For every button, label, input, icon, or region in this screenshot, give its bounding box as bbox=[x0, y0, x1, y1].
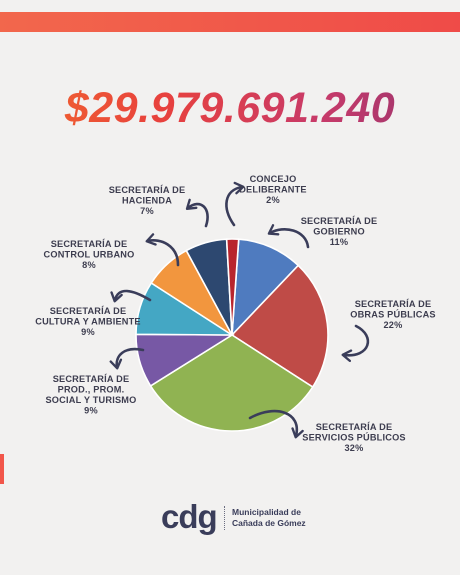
slice-label-line: 2% bbox=[266, 195, 280, 205]
budget-total: $29.979.691.240 bbox=[0, 84, 460, 133]
slice-label-1: SECRETARÍA DE OBRAS PÚBLICAS 22% bbox=[350, 298, 436, 330]
left-accent-mark bbox=[0, 454, 4, 484]
footer: cdg Municipalidad de Cañada de Gómez bbox=[0, 498, 460, 538]
slice-label-line: GOBIERNO bbox=[313, 227, 365, 237]
label-arrow-0 bbox=[267, 224, 310, 249]
label-arrow-5 bbox=[145, 233, 180, 267]
slice-label-line: 7% bbox=[140, 206, 154, 216]
label-arrow-6 bbox=[185, 198, 209, 228]
municipality-line-1: Municipalidad de bbox=[232, 507, 301, 517]
pie-slice-1 bbox=[230, 264, 329, 389]
label-arrow-3 bbox=[109, 347, 145, 370]
label-arrow-2 bbox=[248, 409, 304, 439]
slice-label-line: SERVICIOS PÚBLICOS bbox=[302, 432, 406, 443]
slice-label-line: CONCEJO bbox=[250, 174, 297, 184]
municipality-name: Municipalidad de Cañada de Gómez bbox=[232, 507, 306, 529]
slice-label-line: 32% bbox=[345, 443, 364, 453]
slice-label-line: 22% bbox=[384, 320, 403, 330]
slice-label-line: DELIBERANTE bbox=[239, 185, 307, 195]
pie-slice-2 bbox=[149, 334, 314, 432]
slice-label-2: SECRETARÍA DE SERVICIOS PÚBLICOS 32% bbox=[302, 421, 406, 453]
slice-label-line: PROD., PROM. bbox=[58, 385, 125, 395]
municipality-line-2: Cañada de Gómez bbox=[232, 518, 306, 528]
slice-label-line: CULTURA Y AMBIENTE bbox=[35, 317, 141, 327]
slice-label-line: OBRAS PÚBLICAS bbox=[350, 309, 436, 320]
slice-label-line: SOCIAL Y TURISMO bbox=[45, 395, 136, 405]
slice-label-line: SECRETARÍA DE bbox=[51, 238, 128, 249]
slice-label-4: SECRETARÍA DE CULTURA Y AMBIENTE 9% bbox=[35, 305, 141, 337]
top-accent-bar bbox=[0, 12, 460, 32]
slice-label-line: SECRETARÍA DE bbox=[316, 421, 393, 432]
slice-label-7: CONCEJO DELIBERANTE 2% bbox=[239, 174, 307, 205]
slice-label-3: SECRETARÍA DE PROD., PROM. SOCIAL Y TURISM… bbox=[45, 373, 136, 416]
slice-label-6: SECRETARÍA DE HACIENDA 7% bbox=[109, 184, 186, 216]
cdg-logo: cdg bbox=[161, 498, 218, 535]
slice-label-line: SECRETARÍA DE bbox=[53, 373, 130, 384]
label-arrow-7 bbox=[225, 181, 245, 227]
slice-label-5: SECRETARÍA DE CONTROL URBANO 8% bbox=[44, 238, 135, 270]
pie-slice-7 bbox=[225, 238, 240, 336]
footer-divider bbox=[224, 506, 225, 530]
slice-label-line: SECRETARÍA DE bbox=[109, 184, 186, 195]
slice-label-line: 8% bbox=[82, 260, 96, 270]
slice-label-line: SECRETARÍA DE bbox=[301, 215, 378, 226]
slice-label-line: SECRETARÍA DE bbox=[50, 305, 127, 316]
label-arrow-4 bbox=[110, 289, 152, 303]
slice-label-line: CONTROL URBANO bbox=[44, 250, 135, 260]
slice-label-0: SECRETARÍA DE GOBIERNO 11% bbox=[301, 215, 378, 247]
slice-label-line: SECRETARÍA DE bbox=[355, 298, 432, 309]
pie-slice-0 bbox=[231, 238, 300, 338]
slice-label-line: 9% bbox=[81, 327, 95, 337]
slice-label-line: HACIENDA bbox=[122, 196, 172, 206]
slice-label-line: 9% bbox=[84, 406, 98, 416]
label-arrow-1 bbox=[341, 324, 370, 363]
slice-label-line: 11% bbox=[330, 237, 348, 247]
